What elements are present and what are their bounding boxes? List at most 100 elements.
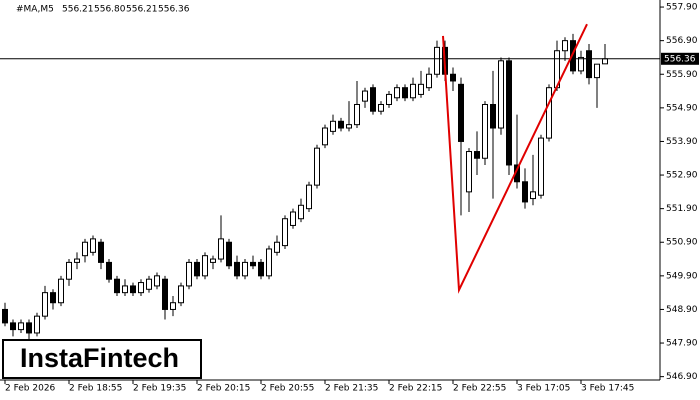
candle-body: [74, 258, 80, 263]
candle-body: [290, 211, 296, 226]
candle-body: [402, 87, 408, 99]
candle-body: [562, 40, 568, 52]
y-tick-label: 551.90: [666, 204, 698, 214]
candle-body: [322, 127, 328, 146]
quote-high: 556.80: [94, 5, 126, 15]
candle-body: [266, 248, 272, 277]
candle-body: [450, 73, 456, 82]
candle-body: [498, 60, 504, 129]
candle-body: [258, 261, 264, 277]
candle-body: [82, 241, 88, 257]
candle-body: [338, 120, 344, 129]
x-tick-label: 2 Feb 19:35: [133, 384, 186, 394]
candle-body: [530, 191, 536, 200]
y-tick-label: 546.90: [666, 372, 698, 382]
candle-body: [370, 87, 376, 112]
candle-body: [2, 308, 8, 324]
candle-body: [346, 124, 352, 129]
candle-body: [154, 275, 160, 287]
candle-body: [34, 315, 40, 334]
y-tick-label: 552.90: [666, 171, 698, 181]
candle-body: [138, 282, 144, 294]
candle-body: [394, 87, 400, 99]
candle-body: [106, 261, 112, 280]
candle-body: [58, 278, 64, 304]
x-tick-label: 2 Feb 2026: [5, 384, 56, 394]
candle-body: [66, 261, 72, 280]
y-tick-label: 556.90: [666, 36, 698, 46]
candle-body: [234, 261, 240, 277]
candle-body: [178, 285, 184, 304]
candle-body: [194, 261, 200, 277]
x-tick-label: 2 Feb 22:55: [453, 384, 506, 394]
candle-body: [506, 60, 512, 166]
current-price-label: 556.36: [664, 54, 696, 64]
logo: InstaFintech: [20, 343, 179, 373]
x-tick-label: 2 Feb 21:35: [325, 384, 378, 394]
candle-body: [466, 151, 472, 193]
candle-body: [186, 261, 192, 287]
candle-body: [242, 261, 248, 277]
pattern-line: [442, 23, 588, 294]
candle-body: [162, 278, 168, 310]
candle-body: [202, 255, 208, 277]
candle-body: [594, 63, 600, 79]
candle-body: [306, 184, 312, 210]
candle-body: [26, 322, 32, 334]
candle-body: [362, 90, 368, 102]
x-tick-label: 2 Feb 18:55: [69, 384, 122, 394]
candle-body: [482, 103, 488, 159]
candle-body: [98, 241, 104, 263]
symbol: #MA,M5: [16, 5, 54, 15]
candle-body: [282, 218, 288, 247]
candle-body: [18, 322, 24, 331]
y-tick-label: 557.90: [666, 3, 698, 13]
candle-body: [434, 46, 440, 75]
candle-body: [226, 241, 232, 267]
candle-body: [170, 302, 176, 310]
candle-body: [586, 50, 592, 79]
candle-body: [354, 103, 360, 126]
candle-body: [210, 258, 216, 263]
y-tick-label: 550.90: [666, 238, 698, 248]
quote-low: 556.21: [126, 5, 158, 15]
candle-body: [122, 285, 128, 294]
candle-body: [218, 238, 224, 260]
candle-body: [10, 322, 16, 331]
y-tick-label: 553.90: [666, 137, 698, 147]
y-tick-label: 549.90: [666, 271, 698, 281]
quote-close: 556.36: [158, 5, 190, 15]
candle-body: [274, 241, 280, 253]
candle-body: [146, 278, 152, 290]
candle-body: [330, 120, 336, 132]
x-tick-label: 3 Feb 17:45: [581, 384, 634, 394]
candle-body: [250, 261, 256, 267]
candle-body: [386, 93, 392, 105]
candle-body: [426, 73, 432, 89]
candle-body: [538, 137, 544, 196]
candle-body: [570, 40, 576, 72]
candle-body: [418, 83, 424, 95]
candle-body: [522, 181, 528, 203]
candle-body: [458, 83, 464, 142]
candle-body: [314, 147, 320, 186]
logo-box: [2, 339, 202, 379]
x-tick-label: 2 Feb 20:15: [197, 384, 250, 394]
x-tick-label: 2 Feb 20:55: [261, 384, 314, 394]
y-tick-label: 548.90: [666, 305, 698, 315]
candle-body: [602, 58, 608, 65]
candle-body: [474, 151, 480, 159]
candle-body: [130, 285, 136, 294]
x-tick-label: 2 Feb 22:15: [389, 384, 442, 394]
y-tick-label: 547.90: [666, 339, 698, 349]
candle-body: [50, 292, 56, 304]
candle-body: [546, 87, 552, 139]
candle-body: [298, 204, 304, 220]
candle-body: [410, 83, 416, 99]
candle-body: [114, 278, 120, 294]
candle-body: [490, 103, 496, 129]
candle-body: [578, 56, 584, 72]
candle-body: [378, 103, 384, 112]
y-tick-label: 554.90: [666, 103, 698, 113]
quote-open: 556.21: [62, 5, 94, 15]
